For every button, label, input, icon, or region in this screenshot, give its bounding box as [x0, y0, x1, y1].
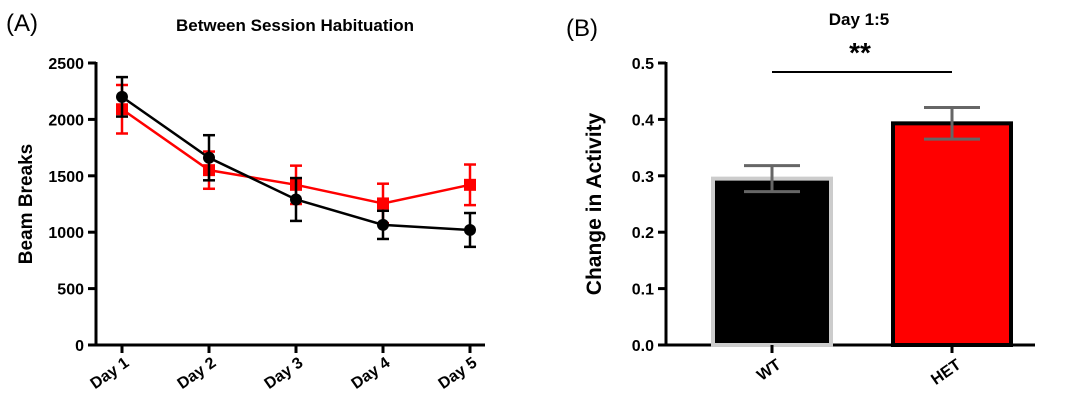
panel-a-point — [377, 197, 389, 210]
panel-a-x-tick-label: Day 3 — [262, 354, 307, 392]
panel-a-y-tick-label: 2000 — [48, 112, 84, 129]
significance-marker: ** — [849, 37, 871, 68]
panel-a-point — [203, 151, 215, 164]
panel-a-y-tick-label: 500 — [57, 282, 84, 299]
panel-a-y-tick-label: 1500 — [48, 169, 84, 186]
panel-a-point — [290, 193, 302, 206]
panel-a-title: Between Session Habituation — [176, 16, 414, 35]
panel-b-y-tick-label: 0.0 — [632, 338, 654, 355]
panel-a: (A) Between Session Habituation Beam Bre… — [6, 10, 485, 393]
panel-b-bar-het — [891, 121, 1013, 347]
panel-a-point — [464, 223, 476, 236]
panel-a-x-tick-label: Day 1 — [88, 354, 133, 392]
panel-a-point — [377, 218, 389, 231]
panel-b-y-tick-label: 0.2 — [632, 225, 654, 242]
panel-a-letter: (A) — [6, 10, 38, 37]
panel-b-letter: (B) — [566, 15, 598, 42]
panel-b-y-tick-label: 0.4 — [632, 112, 654, 129]
panel-a-x-tick-label: Day 4 — [349, 354, 394, 392]
panel-b-plot-area: 0.0 0.1 0.2 0.3 0.4 0.5 WT HET ** — [632, 37, 1035, 389]
panel-a-point — [464, 178, 476, 191]
panel-a-y-axis-label: Beam Breaks — [16, 144, 37, 264]
panel-a-x-tick-label: Day 5 — [436, 354, 481, 392]
panel-a-plot-area: 0 500 1000 1500 2000 2500 Day 1 Day 2 Day 3 Day 4… — [48, 56, 485, 393]
panel-a-y-tick-label: 2500 — [48, 56, 84, 73]
panel-b-bar-wt — [711, 176, 833, 347]
panel-a-y-tick-label: 1000 — [48, 225, 84, 242]
panel-b-title: Day 1:5 — [829, 10, 889, 29]
panel-b-x-tick-label: WT — [754, 356, 784, 384]
panel-b: (B) Day 1:5 Change in Activity 0.0 0.1 0.2… — [566, 10, 1035, 389]
panel-b-x-tick-label: HET — [928, 356, 964, 388]
panel-b-y-tick-label: 0.5 — [632, 56, 654, 73]
panel-b-y-axis-label: Change in Activity — [583, 112, 606, 295]
panel-a-x-tick-label: Day 2 — [175, 354, 220, 392]
panel-b-y-tick-label: 0.3 — [632, 169, 654, 186]
panel-a-y-tick-label: 0 — [75, 338, 84, 355]
panel-a-point — [116, 90, 128, 103]
panel-b-y-tick-label: 0.1 — [632, 282, 654, 299]
